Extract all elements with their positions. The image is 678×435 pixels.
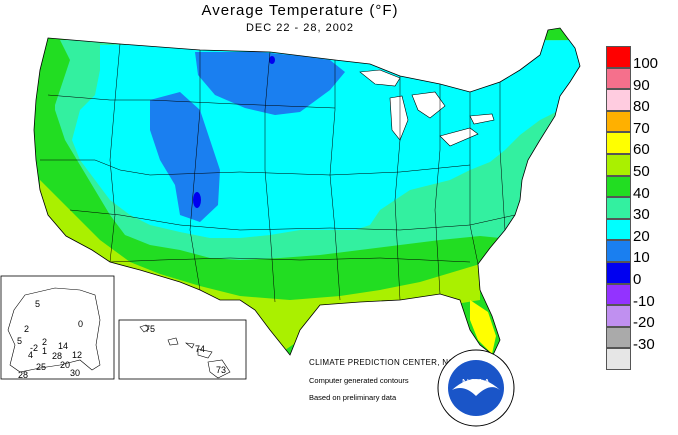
legend-label: -10 <box>633 292 655 310</box>
legend-row: -30 <box>606 326 678 353</box>
alaska-label: 4 <box>28 350 34 360</box>
legend-swatch <box>606 305 631 327</box>
us-outline <box>33 27 581 356</box>
legend-swatch <box>606 153 631 176</box>
legend-label: 50 <box>633 162 650 180</box>
credit-contours: Computer generated contours <box>309 376 409 385</box>
map-subtitle: DEC 22 - 28, 2002 <box>245 22 355 34</box>
alaska-label: 0 <box>78 319 84 329</box>
legend-swatch <box>606 197 631 219</box>
alaska-label: 12 <box>72 350 83 360</box>
legend-swatch <box>606 175 631 198</box>
legend-swatch <box>606 218 631 241</box>
legend-row: 100 <box>606 46 678 72</box>
alaska-label: 28 <box>18 370 29 380</box>
legend-swatch <box>606 348 631 370</box>
legend-swatch <box>606 89 631 111</box>
noaa-logo: NOAA <box>437 349 515 427</box>
alaska-inset <box>0 275 115 380</box>
contour-40-coast <box>38 40 70 150</box>
state-boundaries <box>40 43 516 303</box>
legend-row: 80 <box>606 89 678 116</box>
alaska-label: 2 <box>42 337 48 347</box>
legend-label: 40 <box>633 184 650 202</box>
legend-label: 60 <box>633 141 650 159</box>
legend-label: 70 <box>633 119 650 137</box>
alaska-label: 5 <box>35 299 41 309</box>
legend-label: 90 <box>633 76 650 94</box>
credit-preliminary: Based on preliminary data <box>309 393 397 402</box>
legend-label: 100 <box>633 55 659 72</box>
alaska-label: -2 <box>30 343 39 353</box>
legend-row: 10 <box>606 240 678 267</box>
alaska-label: 14 <box>58 341 69 351</box>
noaa-logo-text: NOAA <box>462 378 491 389</box>
legend-row: 0 <box>606 261 678 288</box>
legend-label: 0 <box>633 270 642 288</box>
alaska-label: 20 <box>60 360 71 370</box>
alaska-label: 25 <box>36 362 47 372</box>
legend-row: -20 <box>606 305 678 332</box>
noaa-bird-icon <box>452 379 500 396</box>
hawaii-inset <box>118 319 247 380</box>
contour-0-spot <box>193 192 201 208</box>
legend-swatch <box>606 132 631 154</box>
contour-60-florida <box>470 300 496 354</box>
alaska-label: 28 <box>52 351 63 361</box>
contour-10-rockies <box>150 92 220 222</box>
temperature-legend: 100 90 80 70 60 50 40 30 20 10 0 -10 -20 -30 <box>606 46 678 370</box>
hawaii-label: 75 <box>145 324 156 334</box>
credit-cpc: CLIMATE PREDICTION CENTER, NOAA <box>309 358 467 367</box>
contour-50-gulf <box>265 308 350 350</box>
legend-swatch <box>606 283 631 306</box>
legend-label: 10 <box>633 249 650 267</box>
great-lakes <box>359 69 495 147</box>
legend-label: 80 <box>633 98 650 116</box>
alaska-label: 5 <box>17 336 23 346</box>
alaska-label: 1 <box>42 346 48 356</box>
map-title: Average Temperature (°F) <box>201 2 399 19</box>
contour-0-north <box>269 56 275 64</box>
legend-row: 90 <box>606 67 678 94</box>
contour-10-north <box>195 52 345 115</box>
legend-row: 20 <box>606 218 678 245</box>
hawaii-label: 73 <box>216 365 227 375</box>
alaska-label: 2 <box>24 324 30 334</box>
hawaii-label: 74 <box>195 344 206 354</box>
legend-label: -30 <box>633 335 655 353</box>
legend-swatch <box>606 326 631 349</box>
legend-row: 40 <box>606 175 678 202</box>
legend-label: -20 <box>633 314 655 332</box>
legend-row <box>606 348 678 370</box>
legend-swatch <box>606 261 631 284</box>
alaska-label: 30 <box>70 368 81 378</box>
legend-swatch <box>606 110 631 133</box>
legend-row: 60 <box>606 132 678 159</box>
legend-row: 70 <box>606 110 678 137</box>
legend-label: 20 <box>633 227 650 245</box>
legend-row: 30 <box>606 197 678 224</box>
legend-row: 50 <box>606 153 678 180</box>
legend-swatch <box>606 46 631 68</box>
legend-row: -10 <box>606 283 678 310</box>
legend-swatch <box>606 240 631 262</box>
legend-label: 30 <box>633 206 650 224</box>
legend-swatch <box>606 67 631 90</box>
